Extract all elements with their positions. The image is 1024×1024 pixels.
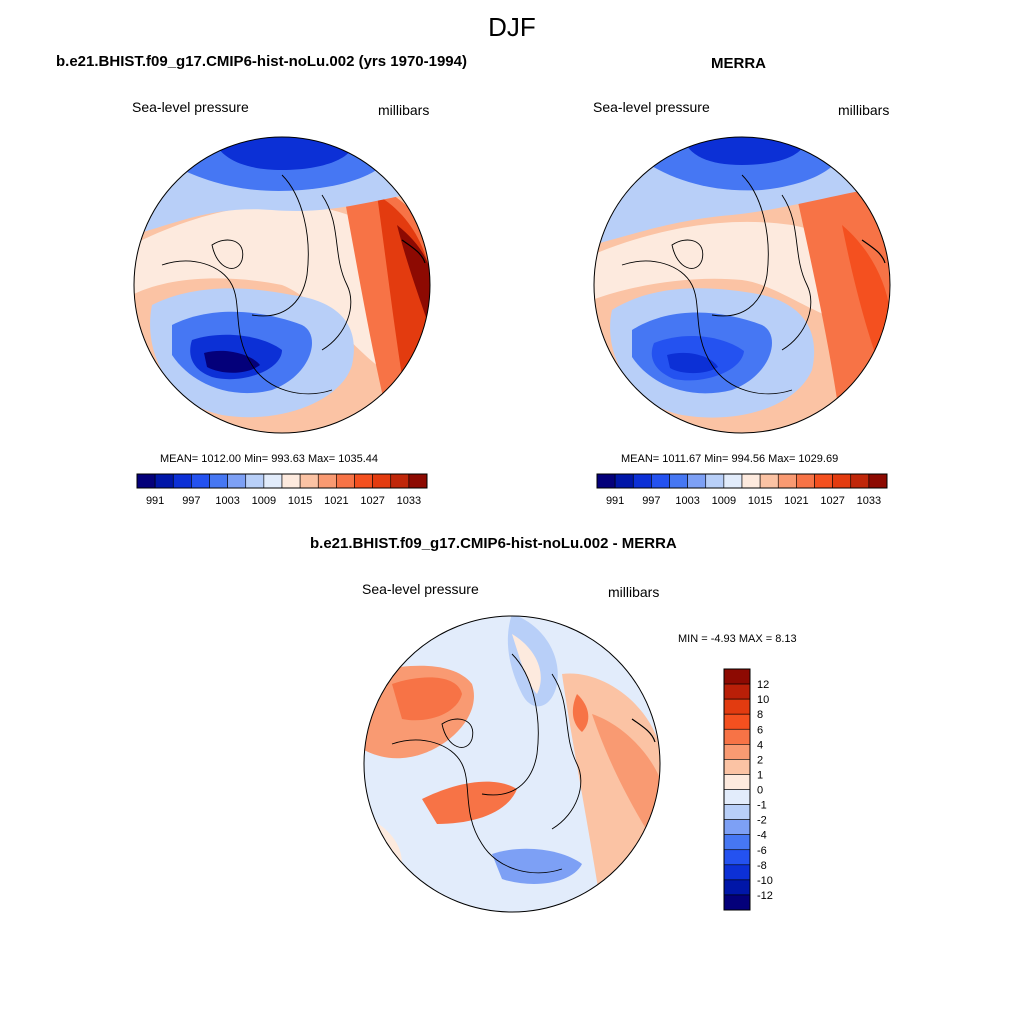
model-colorbar-box xyxy=(281,473,301,489)
model-colorbar-tick-label: 1015 xyxy=(288,495,312,507)
obs-colorbar-tick-label: 991 xyxy=(606,495,624,507)
diff-colorbar-tick-label: 12 xyxy=(757,679,769,691)
model-units-label: millibars xyxy=(378,102,430,118)
model-colorbar-box xyxy=(372,473,392,489)
diff-panel-title: b.e21.BHIST.f09_g17.CMIP6-hist-noLu.002 … xyxy=(310,535,677,552)
diff-colorbar-tick-label: 4 xyxy=(757,739,763,751)
obs-colorbar-tick-label: 1009 xyxy=(712,495,736,507)
obs-colorbar-box xyxy=(723,473,743,489)
diff-colorbar-tick-label: -4 xyxy=(757,830,767,842)
diff-colorbar-box xyxy=(723,819,751,835)
obs-colorbar-box xyxy=(632,473,652,489)
diff-colorbar-tick-label: 8 xyxy=(757,709,763,721)
diff-colorbar-box xyxy=(723,728,751,745)
obs-colorbar-box xyxy=(669,473,688,489)
diff-colorbar-box xyxy=(723,774,751,790)
diff-colorbar-box xyxy=(723,789,751,805)
obs-colorbar-box xyxy=(651,473,670,489)
model-colorbar-tick-label: 1033 xyxy=(397,495,421,507)
diff-colorbar-box xyxy=(723,849,751,866)
diff-colorbar-box xyxy=(723,894,751,911)
diff-colorbar-tick-label: -2 xyxy=(757,815,767,827)
diff-colorbar-box xyxy=(723,744,751,760)
model-colorbar-box xyxy=(390,473,410,489)
diff-colorbar-tick-label: 0 xyxy=(757,785,763,797)
obs-colorbar-tick-label: 1021 xyxy=(784,495,808,507)
diff-colorbar-tick-label: -8 xyxy=(757,860,767,872)
diff-colorbar-box xyxy=(723,713,751,730)
model-colorbar-box xyxy=(354,473,373,489)
model-colorbar-box xyxy=(317,473,337,489)
diff-colorbar-box xyxy=(723,698,751,715)
model-colorbar-box xyxy=(154,473,174,489)
figure-title: DJF xyxy=(488,12,536,42)
obs-colorbar-box xyxy=(759,473,779,489)
diff-polar-map xyxy=(363,615,661,913)
diff-colorbar-box xyxy=(723,804,751,820)
obs-colorbar-tick-label: 1027 xyxy=(820,495,844,507)
obs-colorbar-tick-label: 997 xyxy=(642,495,660,507)
diff-colorbar-tick-label: 10 xyxy=(757,694,769,706)
model-stats: MEAN= 1012.00 Min= 993.63 Max= 1035.44 xyxy=(160,453,379,465)
obs-colorbar-box xyxy=(614,473,634,489)
model-colorbar-tick-label: 991 xyxy=(146,495,164,507)
model-colorbar-box xyxy=(191,473,210,489)
diff-colorbar-box xyxy=(723,683,751,700)
model-panel-title: b.e21.BHIST.f09_g17.CMIP6-hist-noLu.002 … xyxy=(56,53,467,70)
obs-colorbar-tick-label: 1015 xyxy=(748,495,772,507)
obs-polar-map xyxy=(593,136,891,434)
diff-stats: MIN = -4.93 MAX = 8.13 xyxy=(678,633,797,645)
model-colorbar: 991 997 1003 1009 1015 1021 1027 1033 xyxy=(136,473,428,507)
diff-colorbar-box xyxy=(723,879,751,896)
model-variable-label: Sea-level pressure xyxy=(132,99,249,115)
obs-colorbar-box xyxy=(850,473,870,489)
model-polar-map xyxy=(133,136,431,434)
model-colorbar-box xyxy=(408,473,428,489)
obs-colorbar-box xyxy=(777,473,797,489)
obs-colorbar-box xyxy=(705,473,725,489)
obs-colorbar-box xyxy=(741,473,761,489)
diff-colorbar-tick-label: 1 xyxy=(757,769,763,781)
model-colorbar-tick-label: 1027 xyxy=(360,495,384,507)
diff-colorbar-tick-label: -10 xyxy=(757,875,773,887)
obs-stats: MEAN= 1011.67 Min= 994.56 Max= 1029.69 xyxy=(621,453,839,465)
diff-colorbar-tick-label: 2 xyxy=(757,754,763,766)
obs-panel-title: MERRA xyxy=(711,55,766,72)
obs-variable-label: Sea-level pressure xyxy=(593,99,710,115)
diff-variable-label: Sea-level pressure xyxy=(362,581,479,597)
diff-colorbar-box xyxy=(723,668,751,685)
diff-colorbar-box xyxy=(723,834,751,851)
obs-colorbar-tick-label: 1033 xyxy=(857,495,881,507)
diff-colorbar-tick-label: -12 xyxy=(757,890,773,902)
model-colorbar-box xyxy=(299,473,319,489)
model-colorbar-box xyxy=(263,473,283,489)
obs-units-label: millibars xyxy=(838,102,890,118)
model-colorbar-box xyxy=(336,473,355,489)
model-colorbar-box xyxy=(245,473,265,489)
model-colorbar-tick-label: 997 xyxy=(182,495,200,507)
obs-colorbar-box xyxy=(796,473,815,489)
obs-colorbar-box xyxy=(868,473,888,489)
obs-colorbar-tick-label: 1003 xyxy=(675,495,699,507)
model-colorbar-tick-label: 1021 xyxy=(324,495,348,507)
obs-colorbar: 991 997 1003 1009 1015 1021 1027 1033 xyxy=(596,473,888,507)
diff-units-label: millibars xyxy=(608,584,660,600)
obs-colorbar-box xyxy=(814,473,833,489)
model-colorbar-tick-label: 1003 xyxy=(215,495,239,507)
model-colorbar-box xyxy=(209,473,228,489)
model-colorbar-box xyxy=(172,473,192,489)
diff-colorbar-tick-label: 6 xyxy=(757,724,763,736)
obs-colorbar-box xyxy=(687,473,707,489)
obs-colorbar-box xyxy=(596,473,616,489)
model-colorbar-box xyxy=(136,473,156,489)
diff-colorbar-box xyxy=(723,864,751,881)
diff-colorbar-tick-label: -1 xyxy=(757,800,767,812)
diff-colorbar-tick-label: -6 xyxy=(757,845,767,857)
diff-colorbar-box xyxy=(723,759,751,775)
model-colorbar-box xyxy=(227,473,247,489)
model-colorbar-tick-label: 1009 xyxy=(252,495,276,507)
obs-colorbar-box xyxy=(832,473,852,489)
